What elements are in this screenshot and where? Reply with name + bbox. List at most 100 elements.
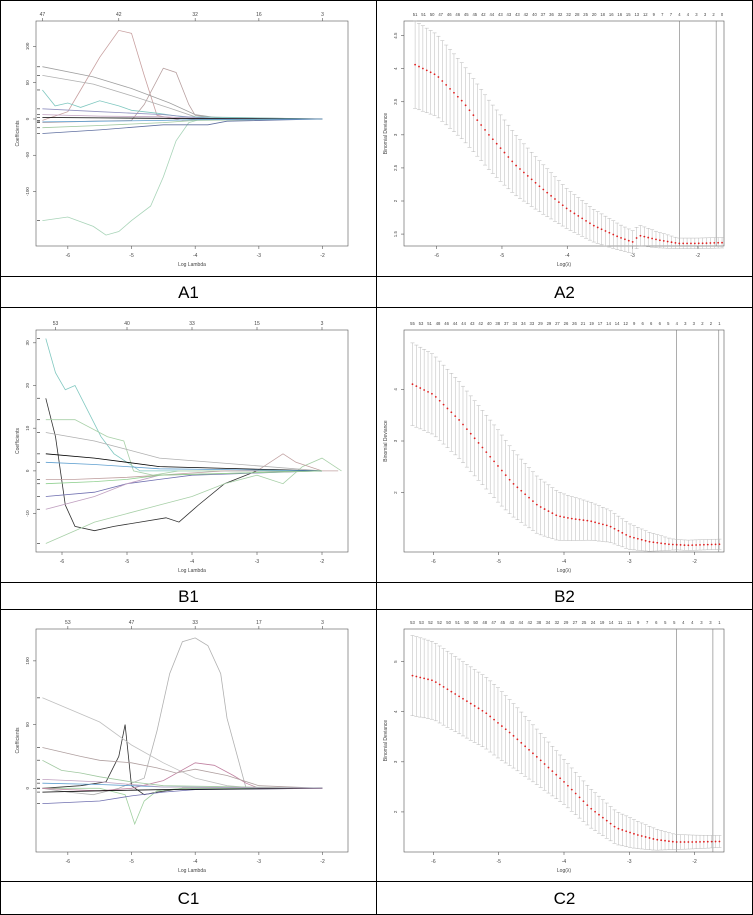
top-tick-label: 11 <box>627 620 632 625</box>
x-tick-label: -6 <box>431 859 436 865</box>
caption-b2: B2 <box>554 586 575 606</box>
top-tick-label: 4 <box>676 321 679 326</box>
cv-point <box>547 766 550 769</box>
cv-point <box>652 541 655 544</box>
cv-point <box>714 840 717 843</box>
cv-point <box>675 543 678 546</box>
cv-point <box>508 478 511 481</box>
top-tick-label: 44 <box>518 620 523 625</box>
y-tick-label: 30 <box>25 340 30 346</box>
top-tick-label: 7 <box>646 620 649 625</box>
top-tick-label: 14 <box>606 321 611 326</box>
coefficient-path <box>42 762 323 792</box>
x-axis-label: Log Lambda <box>178 868 206 874</box>
top-tick-label: 26 <box>572 321 577 326</box>
top-tick-label: 17 <box>256 620 262 626</box>
x-tick-label: -2 <box>692 859 697 865</box>
top-tick-label: 2 <box>710 321 713 326</box>
top-tick-label: 47 <box>438 12 443 17</box>
cv-point <box>627 239 630 242</box>
top-tick-label: 14 <box>615 321 620 326</box>
y-axis-label: Binomial Deviance <box>383 720 389 762</box>
coefficient-path <box>45 432 323 472</box>
top-tick-label: 34 <box>512 321 517 326</box>
coefficient-path <box>42 637 323 796</box>
x-tick-label: -2 <box>692 559 697 565</box>
cv-point <box>485 712 488 715</box>
top-tick-label: 46 <box>444 321 449 326</box>
top-tick-label: 53 <box>53 321 59 327</box>
cv-point <box>589 222 591 225</box>
top-tick-label: 4 <box>691 620 694 625</box>
cv-point <box>701 242 704 245</box>
cv-point <box>449 87 451 90</box>
coefficient-path <box>42 118 323 129</box>
cv-point <box>476 119 479 121</box>
coefficient-path <box>45 461 323 472</box>
cv-point <box>423 389 426 391</box>
y-axis-label: Binomial Deviance <box>383 420 389 462</box>
y-tick-label: 2 <box>393 810 398 813</box>
top-tick-label: 20 <box>592 12 597 17</box>
top-tick-label: 16 <box>256 12 262 18</box>
top-tick-label: 27 <box>555 321 560 326</box>
y-tick-label: 4 <box>393 710 398 713</box>
cv-point <box>557 201 560 204</box>
x-tick-label: -2 <box>320 253 325 259</box>
cv-point <box>411 383 414 386</box>
cv-point <box>674 241 677 244</box>
cv-point <box>695 841 698 843</box>
y-tick-label: 4 <box>393 67 398 70</box>
x-tick-label: -5 <box>129 859 134 865</box>
top-tick-label: 46 <box>447 12 452 17</box>
cv-point <box>683 841 686 843</box>
cv-point <box>535 503 538 506</box>
chart-c1: -6 -5 -4 -3 -2 0 50 100 Log Lambda Coefficients 53… <box>15 620 349 874</box>
cv-point <box>625 533 628 536</box>
cv-point <box>411 674 414 677</box>
top-tick-label: 7 <box>670 12 673 17</box>
x-tick-label: -4 <box>193 859 198 865</box>
cv-point <box>710 840 713 843</box>
top-tick-label: 2 <box>712 12 715 17</box>
top-tick-label: 6 <box>650 321 653 326</box>
plot-box <box>403 20 725 247</box>
cv-point <box>454 415 457 418</box>
top-tick-label: 53 <box>419 620 424 625</box>
plot-box <box>35 20 349 247</box>
top-tick-label: 3 <box>684 321 687 326</box>
coefficient-path <box>45 453 339 480</box>
cv-point <box>515 164 518 167</box>
top-tick-label: 14 <box>609 620 614 625</box>
top-tick-label: 33 <box>530 321 535 326</box>
y-tick-label: 50 <box>25 722 30 728</box>
panel-c2: -6 -5 -4 -3 -2 2 3 4 5 Log(λ) Binomial Deviance 53 5… <box>377 610 752 881</box>
coefficient-path <box>42 697 323 789</box>
y-tick-label: 2 <box>393 199 398 202</box>
top-tick-label: 19 <box>600 620 605 625</box>
cv-point <box>546 191 549 194</box>
top-tick-label: 4 <box>678 12 681 17</box>
y-tick-label: 10 <box>25 425 30 431</box>
cv-point <box>442 403 445 406</box>
x-tick-label: -3 <box>255 559 260 565</box>
cv-point <box>460 99 463 102</box>
cv-point <box>687 544 690 547</box>
top-tick-label: 43 <box>515 12 520 17</box>
y-tick-label: 100 <box>25 657 30 665</box>
cv-point <box>450 690 453 693</box>
cv-point <box>647 236 650 239</box>
coefficient-path <box>42 75 323 120</box>
caption-a1: A1 <box>178 282 199 302</box>
cv-point <box>581 217 584 220</box>
cv-point <box>554 198 556 200</box>
y-axis-label: Binomial Deviance <box>383 113 389 155</box>
cv-point <box>664 542 666 545</box>
cv-point <box>596 226 599 229</box>
cv-point <box>532 752 534 755</box>
coefficient-path <box>45 470 323 485</box>
cv-point <box>493 718 495 721</box>
cv-point <box>668 840 670 843</box>
x-tick-label: -5 <box>129 253 134 259</box>
top-tick-label: 36 <box>549 12 554 17</box>
